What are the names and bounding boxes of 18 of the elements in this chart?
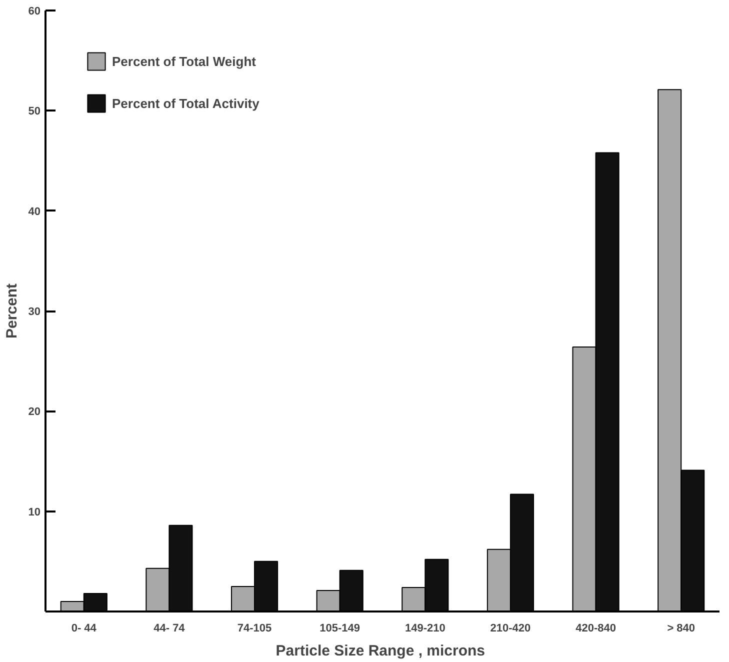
x-tick-label: 149-210 <box>404 622 446 634</box>
x-tick-label: 210-420 <box>490 622 531 634</box>
y-tick-label: 30 <box>28 306 41 318</box>
y-tick-label: 60 <box>28 6 41 18</box>
legend-label: Percent of Total Activity <box>112 96 260 110</box>
y-tick-label: 50 <box>28 106 41 118</box>
x-tick-label: > 840 <box>667 622 696 634</box>
x-tick-label: 420-840 <box>576 622 616 634</box>
x-tick-label: 105-149 <box>320 622 360 634</box>
y-axis-title: Percent <box>3 283 20 339</box>
y-tick-label: 20 <box>28 406 41 418</box>
x-tick-label: 74-105 <box>237 622 272 634</box>
legend-label: Percent of Total Weight <box>112 54 256 68</box>
x-tick-label: 0- 44 <box>71 622 98 634</box>
y-tick-label: 40 <box>28 206 41 218</box>
x-tick-label: 44- 74 <box>154 622 186 634</box>
y-tick-label: 10 <box>28 506 41 518</box>
x-axis-title: Particle Size Range , microns <box>276 642 486 660</box>
